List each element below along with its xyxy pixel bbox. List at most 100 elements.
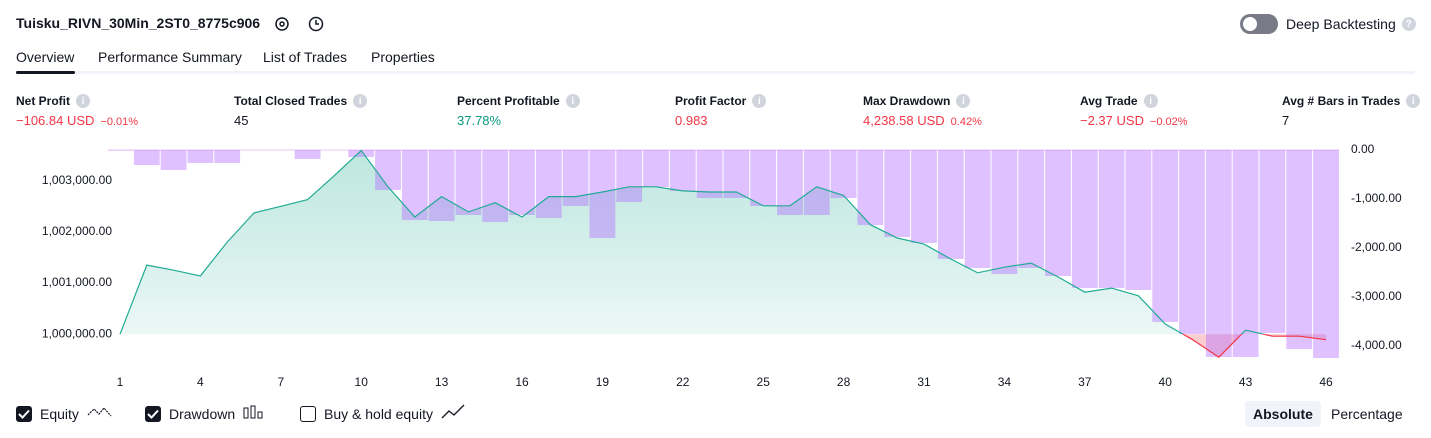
metric-value-text: 37.78% [457,113,502,128]
equity-area-below [120,334,1326,358]
scale-button[interactable]: Absolute [1245,401,1321,427]
drawdown-bar [160,150,187,170]
tab[interactable]: List of Trades [263,49,348,65]
info-icon[interactable]: i [752,94,767,108]
metric-change: −0.02% [1149,116,1188,128]
tab[interactable]: Overview [16,49,75,65]
metric-label-text: Max Drawdown [863,94,951,108]
legend-icon [87,404,113,423]
drawdown-bar [723,150,750,199]
info-icon[interactable]: i [565,94,580,108]
strategy-title: Tuisku_RIVN_30Min_2ST0_8775c906 [16,15,261,31]
drawdown-bar [884,150,911,238]
y-tick-label: 1,003,000.00 [42,173,112,187]
drawdown-bar [375,150,401,190]
drawdown-bar [535,150,562,219]
drawdown-bar [964,150,991,268]
x-tick-label: 16 [515,375,529,389]
drawdown-bar [1125,150,1152,290]
x-tick-label: 28 [837,375,851,389]
legend-item[interactable]: Buy & hold equity [300,404,465,423]
checkbox [300,405,316,422]
drawdown-bar [214,150,241,163]
legend-item[interactable]: Equity [16,404,113,423]
metric-label-text: Profit Factor [675,94,747,108]
info-icon[interactable]: i [1143,94,1158,108]
scale-button[interactable]: Percentage [1331,406,1403,422]
metric-value-text: −106.84 USD [16,113,95,128]
settings-icon[interactable] [275,17,289,31]
drawdown-bar [1045,150,1071,276]
info-icon[interactable]: i [76,94,90,108]
info-icon[interactable]: i [1406,94,1421,108]
metric-label: Net Profit i [16,94,90,108]
x-tick-label: 1 [117,375,124,389]
check [147,409,159,419]
metric-value: −2.37 USD −0.02% [1080,113,1188,128]
drawdown-bar [401,150,428,221]
y2-tick-label: -4,000.00 [1351,338,1402,352]
metric-label: Percent Profitable i [457,94,580,108]
metric-value: 45 [234,113,248,128]
metric-value-text: 7 [1282,113,1290,128]
drawdown-bar [857,150,884,226]
drawdown-bar [1313,150,1339,358]
drawdown-bar [1018,150,1045,268]
active-tab-indicator [16,71,75,74]
metric-label-text: Net Profit [16,94,70,108]
tab[interactable]: Properties [371,49,435,65]
x-tick-label: 37 [1078,375,1092,389]
checkbox [145,405,161,422]
alert-icon[interactable] [308,16,324,32]
drawdown-bar [991,150,1018,275]
metric-value-text: 45 [234,113,249,128]
y-tick-label: 1,002,000.00 [42,224,112,238]
equity-area [120,150,1326,335]
deep-backtesting-toggle[interactable] [1240,14,1278,34]
tab[interactable]: Performance Summary [98,49,242,65]
x-tick-label: 13 [435,375,449,389]
info-icon[interactable]: i [956,94,971,108]
y2-tick-label: -3,000.00 [1351,289,1402,303]
drawdown-bar [1286,150,1313,349]
metric-label: Avg # Bars in Trades i [1282,94,1421,108]
tab-bar [16,71,1415,74]
metric-label: Total Closed Trades i [234,94,368,108]
y-tick-label: 1,000,000.00 [42,326,112,340]
drawdown-bar [187,150,214,163]
x-tick-label: 7 [277,375,284,389]
x-tick-label: 43 [1239,375,1253,389]
drawdown-bar [1098,150,1125,288]
drawdown-bar [1179,150,1205,334]
metric-value-text: 4,238.58 USD [863,113,945,128]
metric-value: −106.84 USD −0.01% [16,113,138,128]
metric-label-text: Percent Profitable [457,94,560,108]
info-icon[interactable]: i [353,94,368,108]
x-tick-label: 10 [355,375,369,389]
drawdown-bar [428,150,455,221]
y-tick-label: 1,001,000.00 [42,275,112,289]
metric-value: 37.78% [457,113,501,128]
drawdown-bar [1259,150,1286,334]
drawdown-bar [1232,150,1259,357]
drawdown-icon [243,405,263,419]
y2-tick-label: 0.00 [1351,142,1375,156]
help-icon[interactable]: ? [1401,17,1416,31]
drawdown-bar [669,150,696,192]
drawdown-bar [1071,150,1098,288]
settings-icon-core [279,21,285,27]
legend-item[interactable]: Drawdown [145,404,265,423]
equity-chart: 1,000,000.00 1,001,000.00 1,002,000.00 1,00… [42,142,1402,389]
drawdown-bar [830,150,857,199]
metric-label: Avg Trade i [1080,94,1158,108]
metric-label: Max Drawdown i [863,94,971,108]
legend-icon [243,404,265,423]
equity-icon [87,407,112,417]
metric-label: Profit Factor i [675,94,767,108]
drawdown-bar [1152,150,1179,322]
drawdown-bar [696,150,723,199]
x-tick-label: 46 [1319,375,1333,389]
x-tick-label: 34 [998,375,1012,389]
metric-value: 0.983 [675,113,708,128]
